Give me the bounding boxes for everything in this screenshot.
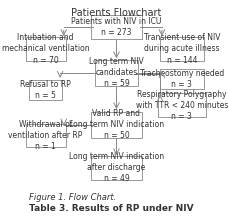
Text: Patients with NIV in ICU
n = 273: Patients with NIV in ICU n = 273 <box>71 17 161 37</box>
FancyBboxPatch shape <box>159 69 203 89</box>
Text: Long term NIV
candidates
n = 59: Long term NIV candidates n = 59 <box>89 57 143 88</box>
Text: Withdrawal of
ventilation after RP
n = 1: Withdrawal of ventilation after RP n = 1 <box>8 120 82 151</box>
Text: Tracheostomy needed
n = 3: Tracheostomy needed n = 3 <box>139 69 223 89</box>
FancyBboxPatch shape <box>94 60 138 86</box>
FancyBboxPatch shape <box>91 112 141 138</box>
Text: Long term NIV indication
after discharge
n = 49: Long term NIV indication after discharge… <box>69 152 163 184</box>
Text: Patients Flowchart: Patients Flowchart <box>71 8 161 18</box>
FancyBboxPatch shape <box>29 80 62 100</box>
FancyBboxPatch shape <box>159 37 203 61</box>
Text: Refusal to RP
n = 5: Refusal to RP n = 5 <box>20 80 71 100</box>
Text: Table 3. Results of RP under NIV: Table 3. Results of RP under NIV <box>29 203 193 213</box>
FancyBboxPatch shape <box>91 16 141 39</box>
Text: Figure 1. Flow Chart.: Figure 1. Flow Chart. <box>29 193 116 202</box>
Text: Intubation and
mechanical ventilation
n = 70: Intubation and mechanical ventilation n … <box>2 33 89 65</box>
FancyBboxPatch shape <box>91 156 141 180</box>
Text: Respiratory Polygraphy
with TTR < 240 minutes
n = 3: Respiratory Polygraphy with TTR < 240 mi… <box>135 90 227 121</box>
Text: Transient use of NIV
during acute illness
n = 144: Transient use of NIV during acute illnes… <box>143 33 219 65</box>
FancyBboxPatch shape <box>25 124 65 147</box>
FancyBboxPatch shape <box>158 93 205 117</box>
Text: Valid RP and
Long term NIV indication
n = 50: Valid RP and Long term NIV indication n … <box>69 109 163 140</box>
FancyBboxPatch shape <box>25 37 65 61</box>
